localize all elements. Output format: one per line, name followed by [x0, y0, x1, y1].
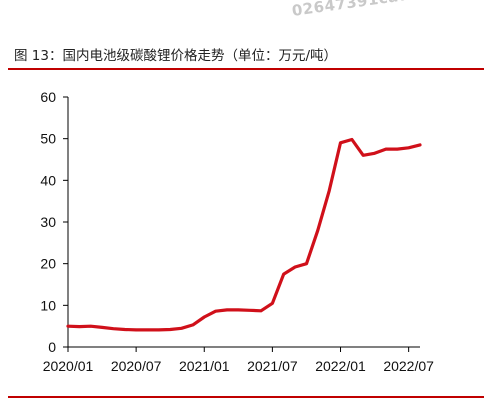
footer-divider [8, 396, 484, 398]
data-point [293, 265, 297, 269]
y-tick-label: 40 [40, 172, 56, 188]
data-point [66, 324, 70, 328]
y-tick-label: 30 [40, 214, 56, 230]
data-point [78, 325, 81, 328]
data-point [259, 309, 263, 312]
chart-axes [63, 96, 420, 352]
data-point [396, 147, 399, 151]
series-line [66, 137, 422, 332]
data-point [214, 309, 217, 313]
x-axis-labels: 2020/01 2020/07 2021/01 2021/07 2022/01 2022/… [43, 358, 434, 374]
data-point [157, 328, 161, 332]
y-tick-label: 0 [48, 339, 56, 355]
data-point [134, 328, 138, 332]
data-point [407, 146, 410, 150]
x-tick-label: 2022/01 [315, 358, 366, 374]
data-point [191, 323, 195, 327]
x-tick-label: 2022/07 [383, 358, 434, 374]
x-tick-label: 2020/07 [111, 358, 162, 374]
x-tick-label: 2021/07 [247, 358, 298, 374]
y-tick-label: 10 [40, 297, 56, 313]
data-point [248, 309, 251, 312]
data-point [146, 328, 149, 332]
data-point [362, 154, 365, 157]
data-point [100, 326, 104, 329]
data-point [282, 272, 285, 276]
data-point [237, 308, 240, 312]
data-point [418, 143, 422, 147]
data-point [112, 327, 115, 330]
y-tick-label: 50 [40, 131, 56, 147]
caption-divider [8, 68, 484, 70]
data-point [305, 262, 308, 265]
data-point [350, 138, 354, 141]
data-point [316, 229, 320, 232]
x-tick-label: 2021/01 [179, 358, 230, 374]
data-point [203, 315, 206, 319]
data-point [384, 147, 388, 151]
x-tick-label: 2020/01 [43, 358, 94, 374]
data-point [168, 328, 172, 331]
data-point [327, 189, 331, 192]
data-point [225, 308, 229, 312]
data-point [123, 328, 126, 331]
data-point [89, 324, 92, 328]
data-point [271, 302, 274, 305]
data-point [339, 141, 342, 145]
y-tick-label: 20 [40, 256, 56, 272]
chart-series [66, 137, 422, 332]
data-point [373, 152, 376, 155]
y-tick-label: 60 [40, 89, 56, 105]
y-axis-labels: 0 10 20 30 40 50 60 [40, 89, 56, 355]
figure-caption: 图 13：国内电池级碳酸锂价格走势（单位：万元/吨） [14, 48, 338, 64]
data-point [180, 327, 183, 330]
